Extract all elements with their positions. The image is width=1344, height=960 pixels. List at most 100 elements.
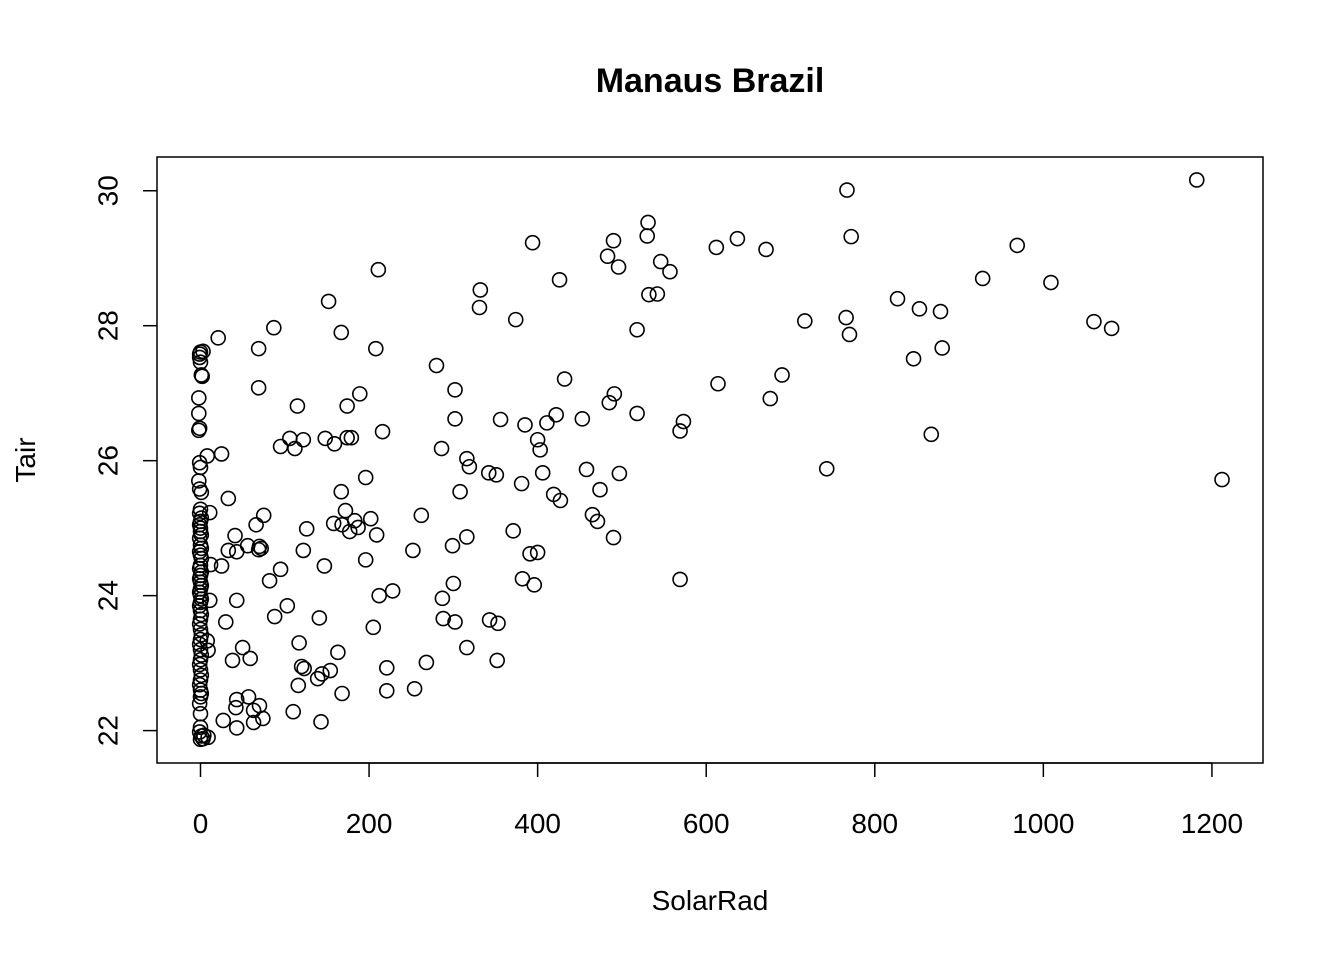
point [428, 357, 445, 374]
point [253, 540, 269, 557]
point [213, 446, 230, 462]
point [261, 572, 278, 589]
point [445, 575, 462, 592]
x-tick-label: 1000 [1012, 808, 1074, 839]
point [334, 685, 350, 702]
point [330, 644, 346, 661]
point [357, 552, 374, 568]
point [191, 473, 207, 489]
point [517, 417, 533, 433]
point [578, 461, 595, 478]
y-axis-label: Tair [10, 437, 41, 482]
point [266, 608, 283, 625]
point [191, 616, 208, 632]
point [289, 398, 306, 414]
point [762, 390, 779, 407]
point [285, 703, 302, 720]
point [932, 303, 949, 320]
point [282, 430, 298, 447]
point [552, 492, 569, 509]
x-tick-label: 1200 [1181, 808, 1243, 839]
point [191, 636, 208, 653]
point [472, 282, 489, 298]
point [589, 513, 606, 530]
point [505, 523, 521, 539]
point [220, 490, 237, 507]
point [774, 367, 790, 383]
point [191, 390, 207, 406]
point [526, 577, 543, 593]
point [250, 340, 267, 357]
point [191, 405, 207, 422]
point [326, 436, 343, 452]
point [228, 592, 245, 609]
point [250, 541, 267, 558]
point [471, 299, 488, 316]
point [522, 546, 538, 562]
point [532, 442, 548, 458]
point [710, 375, 726, 392]
point [459, 450, 475, 467]
point [818, 460, 835, 477]
point [489, 652, 505, 669]
point [452, 483, 468, 500]
point [227, 527, 243, 544]
point [1086, 313, 1102, 330]
point [435, 610, 452, 627]
point [843, 228, 859, 245]
point [365, 619, 382, 636]
point [317, 430, 334, 447]
point [217, 614, 234, 630]
point [480, 465, 497, 481]
point [433, 440, 450, 457]
point [551, 272, 568, 288]
point [266, 319, 282, 336]
point [296, 660, 312, 677]
point [343, 429, 360, 446]
point [351, 386, 368, 402]
point [601, 394, 618, 411]
point [534, 465, 551, 481]
point [192, 641, 209, 658]
point [672, 423, 688, 439]
point [368, 340, 384, 357]
point [1214, 471, 1230, 488]
point [192, 731, 209, 748]
x-tick-label: 0 [193, 808, 209, 839]
chart-title: Manaus Brazil [596, 62, 825, 100]
point [314, 666, 330, 682]
point [1043, 274, 1059, 291]
point [507, 311, 524, 328]
point [513, 475, 530, 492]
point [242, 650, 259, 667]
point [905, 350, 922, 367]
point [675, 413, 692, 430]
point [672, 571, 688, 588]
point [357, 469, 374, 486]
point [639, 228, 656, 244]
point [371, 587, 387, 604]
point [333, 324, 350, 341]
point [599, 248, 616, 265]
point [889, 290, 906, 307]
point [325, 515, 342, 532]
point [1188, 172, 1205, 188]
point [210, 330, 226, 346]
x-tick-label: 800 [851, 808, 898, 839]
point [447, 614, 463, 630]
point [434, 590, 451, 607]
point [374, 423, 391, 440]
point [192, 662, 209, 678]
point [191, 676, 208, 693]
point [406, 680, 423, 697]
point [708, 239, 725, 256]
point [313, 714, 329, 730]
point [192, 621, 209, 638]
point [974, 270, 991, 287]
point [341, 523, 358, 540]
x-axis-label: SolarRad [652, 885, 769, 916]
point [191, 695, 208, 712]
point [291, 635, 307, 651]
point [215, 712, 232, 729]
